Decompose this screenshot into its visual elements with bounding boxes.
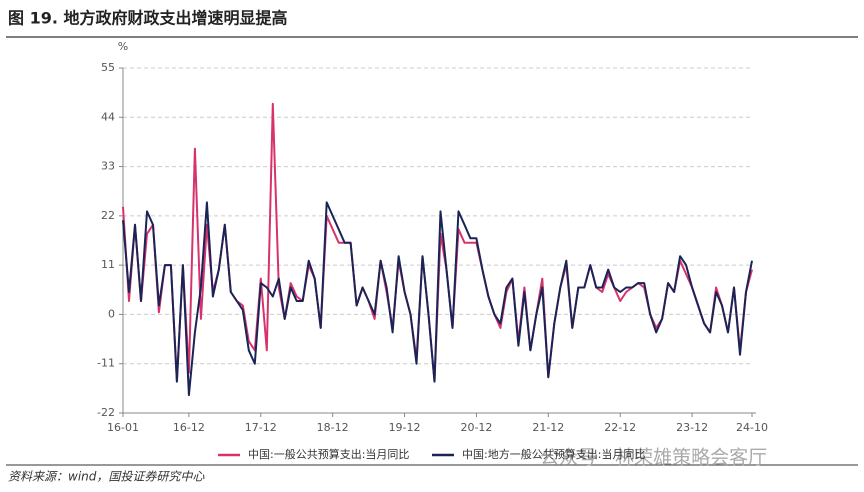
series-line — [122, 201, 753, 397]
y-tick-label: 22 — [101, 209, 115, 222]
y-tick-label: 0 — [108, 307, 115, 320]
x-tick-label: 20-12 — [460, 421, 492, 434]
y-tick-label: 33 — [101, 160, 115, 173]
legend-label: 中国:一般公共预算支出:当月同比 — [248, 447, 409, 461]
chart-title: 图 19. 地方政府财政支出增速明显提高 — [8, 9, 288, 28]
y-tick-label: 44 — [101, 110, 115, 123]
x-tick-label: 24-10 — [736, 421, 768, 434]
y-tick-label: 55 — [101, 61, 115, 74]
x-tick-label: 21-12 — [532, 421, 564, 434]
y-tick-label: -11 — [97, 357, 115, 370]
y-unit: % — [118, 40, 128, 53]
x-tick-label: 16-12 — [173, 421, 205, 434]
x-tick-label: 17-12 — [245, 421, 277, 434]
legend-label: 中国:地方一般公共预算支出:当月同比 — [462, 447, 645, 461]
series-line — [122, 102, 753, 383]
x-tick-label: 19-12 — [389, 421, 421, 434]
source: 资料来源：wind，国投证券研究中心 — [8, 470, 205, 484]
x-tick-label: 23-12 — [676, 421, 708, 434]
x-tick-label: 18-12 — [317, 421, 349, 434]
watermark: 公众号 · 林荣雄策略会客厅 — [540, 447, 767, 469]
x-tick-label: 22-12 — [604, 421, 636, 434]
x-tick-label: 16-01 — [107, 421, 139, 434]
y-tick-label: -22 — [97, 406, 115, 419]
y-tick-label: 11 — [101, 258, 115, 271]
